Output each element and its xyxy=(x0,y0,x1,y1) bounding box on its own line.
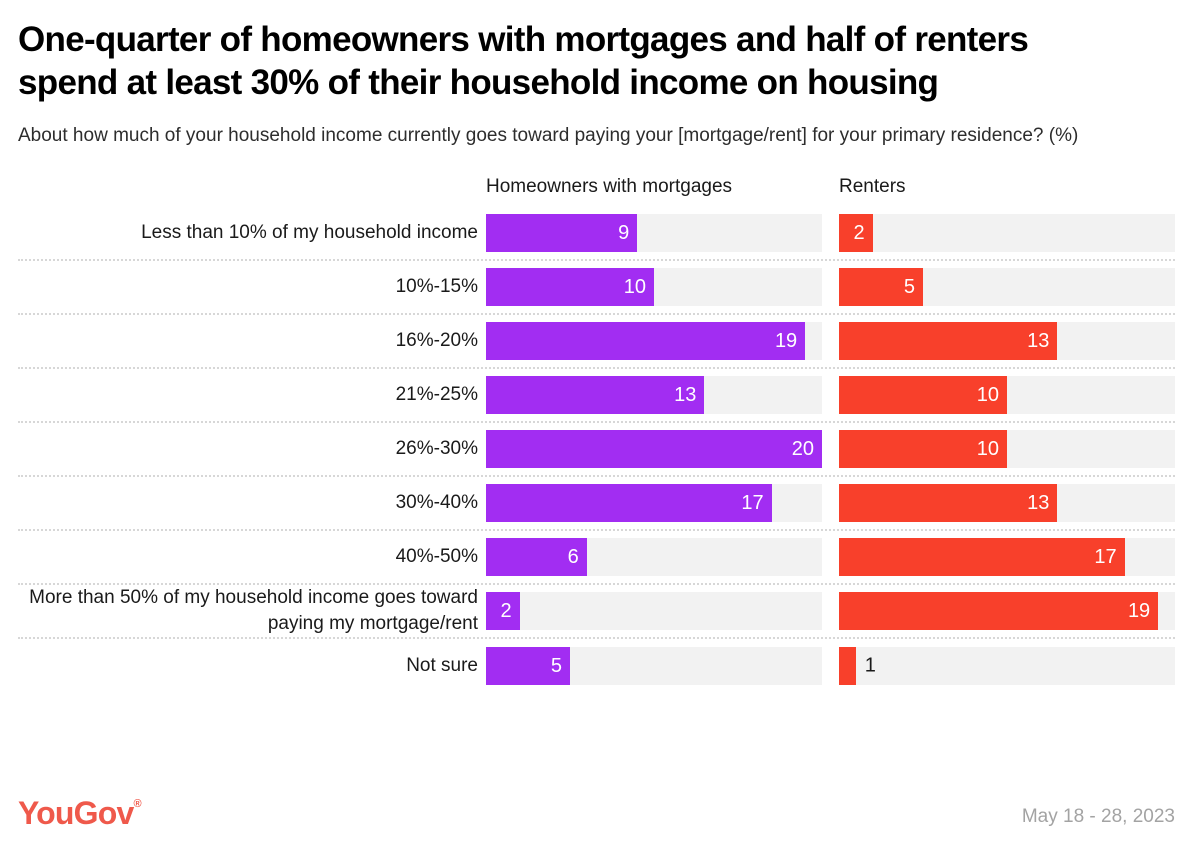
bar-value: 9 xyxy=(618,221,630,244)
chart-row: 16%-20% 19 13 xyxy=(18,315,1175,369)
renters-bar: 2 xyxy=(839,214,873,252)
chart-rows: Less than 10% of my household income 9 2 10… xyxy=(18,207,1175,693)
homeowners-with-mortgages-bar-track: 20 xyxy=(486,430,822,468)
renters-bar: 19 xyxy=(839,592,1159,630)
chart-row: 40%-50% 6 17 xyxy=(18,531,1175,585)
renters-bar-track: 17 xyxy=(839,538,1175,576)
column-gap xyxy=(822,666,839,667)
renters-bar-track: 10 xyxy=(839,376,1175,414)
header-spacer xyxy=(18,197,486,198)
bar-value: 2 xyxy=(500,599,512,622)
footer: YouGov® May 18 - 28, 2023 xyxy=(18,797,1175,829)
homeowners-with-mortgages-bar-track: 19 xyxy=(486,322,822,360)
bar-value: 20 xyxy=(791,437,814,460)
chart-row: 21%-25% 13 10 xyxy=(18,369,1175,423)
bar-value: 10 xyxy=(623,275,646,298)
renters-bar: 10 xyxy=(839,430,1007,468)
column-header-homeowners: Homeowners with mortgages xyxy=(486,176,733,197)
category-label: 21%-25% xyxy=(395,384,478,405)
bar-value: 10 xyxy=(976,437,999,460)
bar-value: 13 xyxy=(1027,491,1050,514)
renters-bar xyxy=(839,647,856,685)
column-gap xyxy=(822,233,839,234)
renters-bar-track: 13 xyxy=(839,322,1175,360)
renters-bar-track: 5 xyxy=(839,268,1175,306)
column-gap xyxy=(822,395,839,396)
yougov-logo: YouGov® xyxy=(18,795,142,831)
column-gap xyxy=(822,287,839,288)
homeowners-with-mortgages-bar: 5 xyxy=(486,647,570,685)
category-label: Less than 10% of my household income xyxy=(141,222,478,243)
homeowners-with-mortgages-bar: 13 xyxy=(486,376,705,414)
column-gap xyxy=(822,503,839,504)
category-label: Not sure xyxy=(406,655,478,676)
renters-bar: 13 xyxy=(839,484,1058,522)
bar-value: 5 xyxy=(550,654,562,677)
renters-bar: 17 xyxy=(839,538,1125,576)
homeowners-with-mortgages-bar: 2 xyxy=(486,592,520,630)
homeowners-with-mortgages-bar-track: 2 xyxy=(486,592,822,630)
chart-row: Not sure 5 1 xyxy=(18,639,1175,693)
registered-mark: ® xyxy=(133,798,142,810)
category-label: 26%-30% xyxy=(395,438,478,459)
column-gap xyxy=(822,449,839,450)
renters-bar: 5 xyxy=(839,268,923,306)
column-headers: Homeowners with mortgages Renters xyxy=(18,176,1175,207)
bar-value: 6 xyxy=(567,545,579,568)
homeowners-with-mortgages-bar-track: 9 xyxy=(486,214,822,252)
homeowners-with-mortgages-bar: 20 xyxy=(486,430,822,468)
homeowners-with-mortgages-bar: 19 xyxy=(486,322,806,360)
chart-row: Less than 10% of my household income 9 2 xyxy=(18,207,1175,261)
homeowners-with-mortgages-bar-track: 6 xyxy=(486,538,822,576)
column-gap xyxy=(822,611,839,612)
date-range: May 18 - 28, 2023 xyxy=(1021,806,1175,828)
bar-value: 5 xyxy=(903,275,915,298)
bar-value: 10 xyxy=(976,383,999,406)
homeowners-with-mortgages-bar-track: 13 xyxy=(486,376,822,414)
chart-row: 30%-40% 17 13 xyxy=(18,477,1175,531)
bar-value: 19 xyxy=(1127,599,1151,622)
renters-bar: 10 xyxy=(839,376,1007,414)
renters-bar: 13 xyxy=(839,322,1058,360)
column-gap xyxy=(822,341,839,342)
homeowners-with-mortgages-bar: 17 xyxy=(486,484,772,522)
header-spacer xyxy=(822,197,839,198)
renters-bar-track: 1 xyxy=(839,647,1175,685)
chart-row: 10%-15% 10 5 xyxy=(18,261,1175,315)
homeowners-with-mortgages-bar: 6 xyxy=(486,538,587,576)
homeowners-with-mortgages-bar-track: 5 xyxy=(486,647,822,685)
column-gap xyxy=(822,557,839,558)
bar-value: 1 xyxy=(864,654,876,677)
homeowners-with-mortgages-bar-track: 17 xyxy=(486,484,822,522)
homeowners-with-mortgages-bar: 10 xyxy=(486,268,654,306)
category-label: More than 50% of my household income goe… xyxy=(29,587,478,634)
chart-subtitle: About how much of your household income … xyxy=(18,125,1079,146)
bar-value: 2 xyxy=(853,221,865,244)
renters-bar-track: 2 xyxy=(839,214,1175,252)
column-header-renters: Renters xyxy=(839,176,906,197)
bar-value: 13 xyxy=(674,383,697,406)
bar-value: 19 xyxy=(774,329,798,352)
bar-chart: Homeowners with mortgages Renters Less t… xyxy=(18,176,1175,693)
bar-value: 17 xyxy=(1094,545,1117,568)
homeowners-with-mortgages-bar-track: 10 xyxy=(486,268,822,306)
category-label: 16%-20% xyxy=(395,330,478,351)
homeowners-with-mortgages-bar: 9 xyxy=(486,214,638,252)
page-title: One-quarter of homeowners with mortgages… xyxy=(18,20,1029,102)
renters-bar-track: 13 xyxy=(839,484,1175,522)
category-label: 30%-40% xyxy=(395,492,478,513)
category-label: 40%-50% xyxy=(395,546,478,567)
chart-row: 26%-30% 20 10 xyxy=(18,423,1175,477)
bar-value: 13 xyxy=(1027,329,1050,352)
yougov-logo-text: YouGov xyxy=(18,795,134,831)
bar-value: 17 xyxy=(741,491,764,514)
renters-bar-track: 19 xyxy=(839,592,1175,630)
renters-bar-track: 10 xyxy=(839,430,1175,468)
chart-row: More than 50% of my household income goe… xyxy=(18,585,1175,639)
category-label: 10%-15% xyxy=(395,276,478,297)
